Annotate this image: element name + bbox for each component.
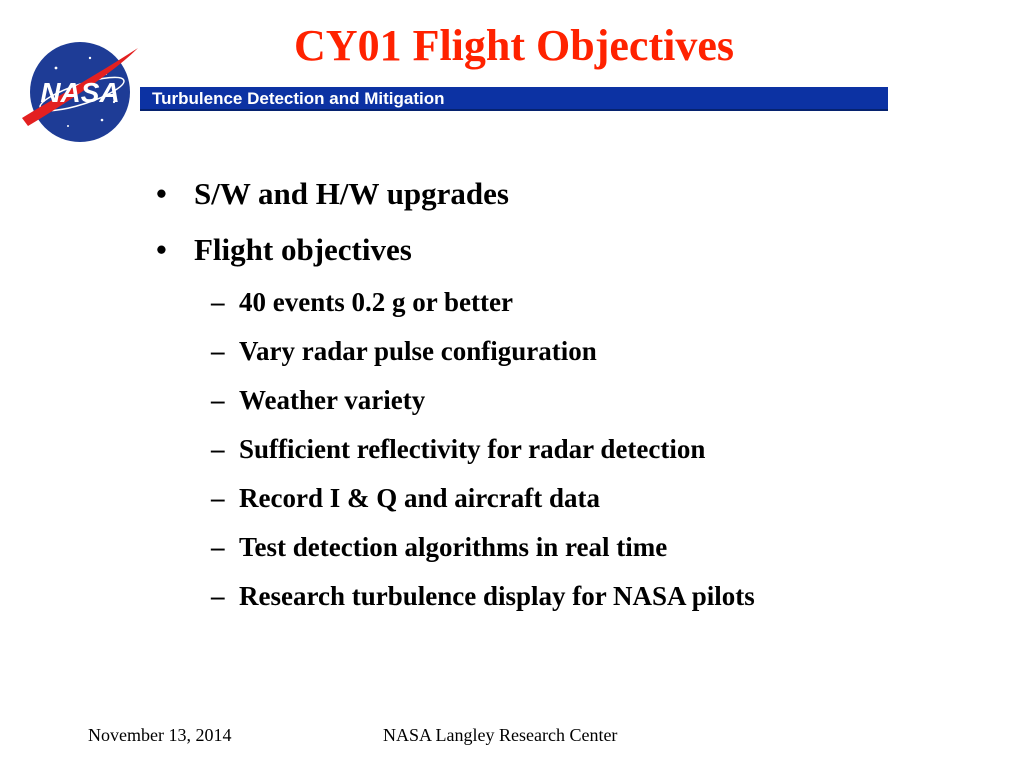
sub-bullet-marker: – — [211, 287, 225, 317]
sub-bullet-marker: – — [211, 483, 225, 513]
sub-bullet-text: Record I & Q and aircraft data — [239, 483, 600, 513]
bullet-text: S/W and H/W upgrades — [194, 176, 509, 211]
footer-date: November 13, 2014 — [88, 725, 232, 745]
sub-bullet-item: – Test detection algorithms in real time — [150, 529, 870, 566]
sub-bullet-item: – Vary radar pulse configuration — [150, 333, 870, 370]
bullet-list: • S/W and H/W upgrades • Flight objectiv… — [150, 172, 870, 627]
nasa-logo: NASA — [18, 40, 142, 144]
sub-bullet-text: Sufficient reflectivity for radar detect… — [239, 434, 706, 464]
banner-bar: Turbulence Detection and Mitigation — [140, 87, 888, 111]
sub-bullet-item: – Research turbulence display for NASA p… — [150, 578, 879, 615]
sub-bullet-item: – 40 events 0.2 g or better — [150, 284, 870, 321]
banner-text: Turbulence Detection and Mitigation — [152, 89, 445, 108]
sub-bullet-marker: – — [211, 581, 225, 611]
bullet-item: • S/W and H/W upgrades — [150, 172, 870, 216]
bullet-marker: • — [156, 232, 167, 267]
sub-bullet-item: – Sufficient reflectivity for radar dete… — [150, 431, 870, 468]
bullet-marker: • — [156, 176, 167, 211]
sub-bullet-marker: – — [211, 336, 225, 366]
sub-bullet-item: – Record I & Q and aircraft data — [150, 480, 870, 517]
footer-organization: NASA Langley Research Center — [383, 725, 618, 745]
sub-bullet-text: 40 events 0.2 g or better — [239, 287, 513, 317]
sub-bullet-text: Weather variety — [239, 385, 426, 415]
sub-bullet-marker: – — [211, 434, 225, 464]
sub-bullet-marker: – — [211, 532, 225, 562]
sub-bullet-item: – Weather variety — [150, 382, 870, 419]
bullet-item: • Flight objectives — [150, 228, 870, 272]
nasa-meatball-icon: NASA — [22, 42, 138, 142]
nasa-logo-text: NASA — [40, 77, 119, 108]
sub-bullet-text: Test detection algorithms in real time — [239, 532, 668, 562]
slide-title: CY01 Flight Objectives — [294, 21, 734, 70]
sub-bullet-text: Vary radar pulse configuration — [239, 336, 597, 366]
bullet-text: Flight objectives — [194, 232, 412, 267]
sub-bullet-text: Research turbulence display for NASA pil… — [239, 581, 755, 611]
sub-bullet-marker: – — [211, 385, 225, 415]
